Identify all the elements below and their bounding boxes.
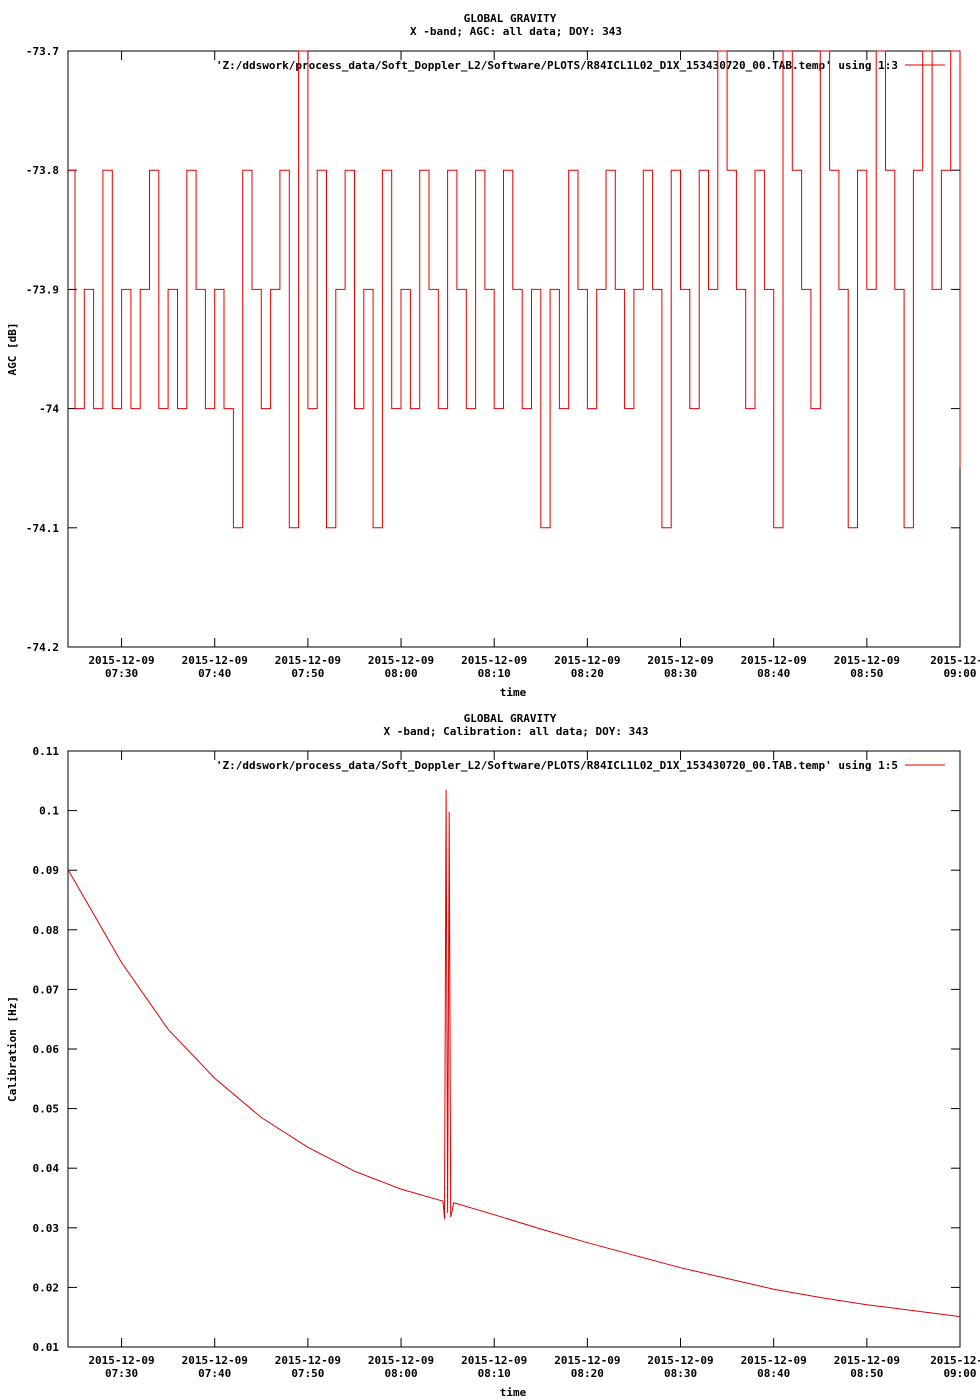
calibration-y-tick-label: 0.03	[33, 1222, 60, 1235]
agc-y-tick-label: -74.1	[26, 522, 59, 535]
calibration-y-tick-label: 0.08	[33, 924, 60, 937]
agc-x-tick-date-label: 2015-12-09	[554, 654, 620, 667]
agc-x-tick-time-label: 07:40	[198, 667, 231, 680]
agc-chart: GLOBAL GRAVITY X -band; AGC: all data; D…	[6, 12, 980, 699]
calibration-x-ticks: 2015-12-0907:302015-12-0907:402015-12-09…	[88, 751, 980, 1380]
agc-legend-label: 'Z:/ddswork/process_data/Soft_Doppler_L2…	[216, 59, 898, 72]
calibration-x-tick-time-label: 09:00	[943, 1367, 976, 1380]
agc-chart-title: GLOBAL GRAVITY	[464, 12, 557, 25]
agc-x-tick-time-label: 08:00	[384, 667, 417, 680]
calibration-x-tick-date-label: 2015-12-09	[647, 1354, 713, 1367]
calibration-x-tick-time-label: 07:30	[105, 1367, 138, 1380]
calibration-y-tick-label: 0.09	[33, 864, 60, 877]
calibration-legend-label: 'Z:/ddswork/process_data/Soft_Doppler_L2…	[216, 759, 898, 772]
calibration-x-tick-time-label: 08:40	[757, 1367, 790, 1380]
calibration-x-tick-date-label: 2015-12-09	[368, 1354, 434, 1367]
agc-x-tick-time-label: 08:20	[571, 667, 604, 680]
calibration-y-tick-label: 0.1	[39, 805, 59, 818]
agc-plot-frame	[68, 51, 960, 647]
agc-x-tick-date-label: 2015-12-09	[275, 654, 341, 667]
calibration-x-tick-time-label: 08:30	[664, 1367, 697, 1380]
calibration-y-tick-label: 0.04	[33, 1162, 60, 1175]
agc-x-tick-date-label: 2015-12-09	[88, 654, 154, 667]
calibration-chart-title: GLOBAL GRAVITY	[464, 712, 557, 725]
agc-x-tick-time-label: 07:30	[105, 667, 138, 680]
agc-x-tick-date-label: 2015-12-09	[834, 654, 900, 667]
calibration-y-tick-label: 0.06	[33, 1043, 60, 1056]
calibration-chart: GLOBAL GRAVITY X -band; Calibration: all…	[6, 712, 980, 1399]
agc-chart-subtitle: X -band; AGC: all data; DOY: 343	[410, 25, 622, 38]
agc-x-axis-label: time	[500, 686, 527, 699]
calibration-x-tick-time-label: 07:40	[198, 1367, 231, 1380]
figure: GLOBAL GRAVITY X -band; AGC: all data; D…	[0, 0, 980, 1400]
agc-y-axis-label: AGC [dB]	[6, 323, 19, 376]
calibration-x-tick-date-label: 2015-12-09	[834, 1354, 900, 1367]
calibration-series-line	[68, 790, 960, 1317]
agc-y-tick-label: -73.9	[26, 283, 59, 296]
agc-x-tick-time-label: 08:30	[664, 667, 697, 680]
agc-x-tick-date-label: 2015-12-09	[647, 654, 713, 667]
calibration-x-tick-date-label: 2015-12-0	[930, 1354, 980, 1367]
calibration-y-tick-label: 0.07	[33, 983, 60, 996]
calibration-x-tick-time-label: 08:10	[478, 1367, 511, 1380]
agc-y-tick-label: -74	[39, 403, 59, 416]
calibration-y-tick-label: 0.02	[33, 1281, 60, 1294]
calibration-x-tick-date-label: 2015-12-09	[275, 1354, 341, 1367]
calibration-y-tick-label: 0.01	[33, 1341, 60, 1354]
agc-x-ticks: 2015-12-0907:302015-12-0907:402015-12-09…	[88, 51, 980, 680]
agc-x-tick-time-label: 07:50	[291, 667, 324, 680]
calibration-y-ticks: 0.01 0.02 0.03 0.04 0.05 0.06 0.07 0.08 0.09 0.1 0…	[33, 745, 961, 1354]
calibration-x-tick-time-label: 08:20	[571, 1367, 604, 1380]
calibration-y-tick-label: 0.05	[33, 1103, 60, 1116]
calibration-x-axis-label: time	[500, 1386, 527, 1399]
calibration-x-tick-date-label: 2015-12-09	[182, 1354, 248, 1367]
calibration-x-tick-time-label: 08:50	[850, 1367, 883, 1380]
agc-y-tick-label: -73.8	[26, 164, 59, 177]
agc-x-tick-time-label: 08:40	[757, 667, 790, 680]
agc-x-tick-date-label: 2015-12-0	[930, 654, 980, 667]
agc-x-tick-date-label: 2015-12-09	[182, 654, 248, 667]
calibration-x-tick-date-label: 2015-12-09	[88, 1354, 154, 1367]
calibration-x-tick-time-label: 08:00	[384, 1367, 417, 1380]
agc-x-tick-time-label: 08:50	[850, 667, 883, 680]
calibration-x-tick-date-label: 2015-12-09	[741, 1354, 807, 1367]
calibration-x-tick-time-label: 07:50	[291, 1367, 324, 1380]
calibration-chart-subtitle: X -band; Calibration: all data; DOY: 343	[384, 725, 649, 738]
agc-x-tick-time-label: 09:00	[943, 667, 976, 680]
agc-y-tick-label: -74.2	[26, 641, 59, 654]
calibration-y-axis-label: Calibration [Hz]	[6, 996, 19, 1102]
agc-x-tick-date-label: 2015-12-09	[461, 654, 527, 667]
agc-x-tick-time-label: 08:10	[478, 667, 511, 680]
agc-series-line	[68, 51, 960, 528]
calibration-y-tick-label: 0.11	[33, 745, 60, 758]
agc-x-tick-date-label: 2015-12-09	[741, 654, 807, 667]
calibration-x-tick-date-label: 2015-12-09	[461, 1354, 527, 1367]
agc-x-tick-date-label: 2015-12-09	[368, 654, 434, 667]
calibration-plot-frame	[68, 751, 960, 1347]
calibration-x-tick-date-label: 2015-12-09	[554, 1354, 620, 1367]
agc-y-tick-label: -73.7	[26, 45, 59, 58]
